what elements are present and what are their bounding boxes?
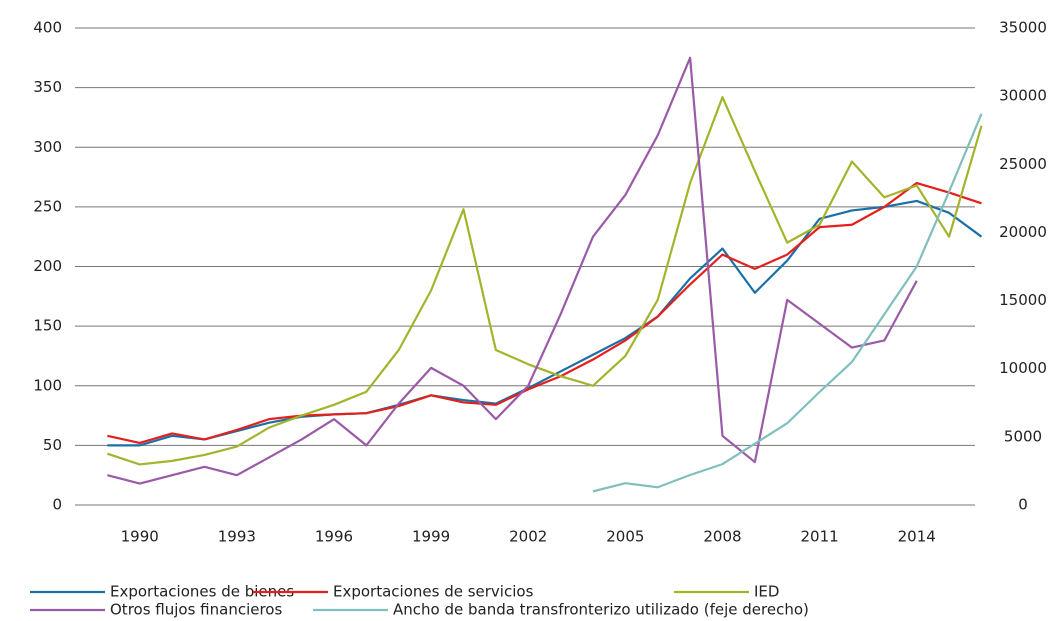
series-line bbox=[107, 181, 982, 445]
y-tick-label: 400 bbox=[33, 19, 62, 37]
series-line bbox=[107, 199, 983, 447]
x-tick-label: 1996 bbox=[315, 528, 353, 546]
series-line bbox=[107, 56, 918, 485]
x-tick-label: 2011 bbox=[801, 528, 839, 546]
y2-tick-label: 15000 bbox=[999, 291, 1047, 309]
x-tick-label: 1999 bbox=[412, 528, 450, 546]
y2-tick-label: 5000 bbox=[1004, 427, 1042, 445]
legend-label: Otros flujos financieros bbox=[110, 601, 282, 619]
y2-tick-label: 25000 bbox=[999, 155, 1047, 173]
y-tick-label: 350 bbox=[33, 78, 62, 96]
y2-tick-label: 30000 bbox=[999, 87, 1047, 105]
x-tick-label: 2008 bbox=[703, 528, 741, 546]
x-tick-label: 1993 bbox=[218, 528, 256, 546]
y2-tick-label: 0 bbox=[1018, 496, 1028, 514]
y-tick-label: 100 bbox=[33, 376, 62, 394]
legend-label: Exportaciones de bienes bbox=[110, 583, 294, 601]
series-line bbox=[592, 113, 983, 493]
x-tick-label: 2005 bbox=[606, 528, 644, 546]
y-tick-label: 150 bbox=[33, 317, 62, 335]
legend-label: Ancho de banda transfronterizo utilizado… bbox=[393, 601, 809, 619]
y-tick-label: 0 bbox=[52, 496, 62, 514]
x-tick-label: 2014 bbox=[898, 528, 936, 546]
y2-tick-label: 10000 bbox=[999, 359, 1047, 377]
y-tick-label: 250 bbox=[33, 197, 62, 215]
y2-tick-label: 20000 bbox=[999, 223, 1047, 241]
y2-tick-label: 35000 bbox=[999, 19, 1047, 37]
legend-label: IED bbox=[754, 583, 779, 601]
y-tick-label: 50 bbox=[43, 436, 62, 454]
legend-label: Exportaciones de servicios bbox=[333, 583, 534, 601]
y-tick-label: 200 bbox=[33, 257, 62, 275]
series-line bbox=[107, 96, 983, 466]
x-tick-label: 2002 bbox=[509, 528, 547, 546]
y-tick-label: 300 bbox=[33, 138, 62, 156]
x-tick-label: 1990 bbox=[121, 528, 159, 546]
